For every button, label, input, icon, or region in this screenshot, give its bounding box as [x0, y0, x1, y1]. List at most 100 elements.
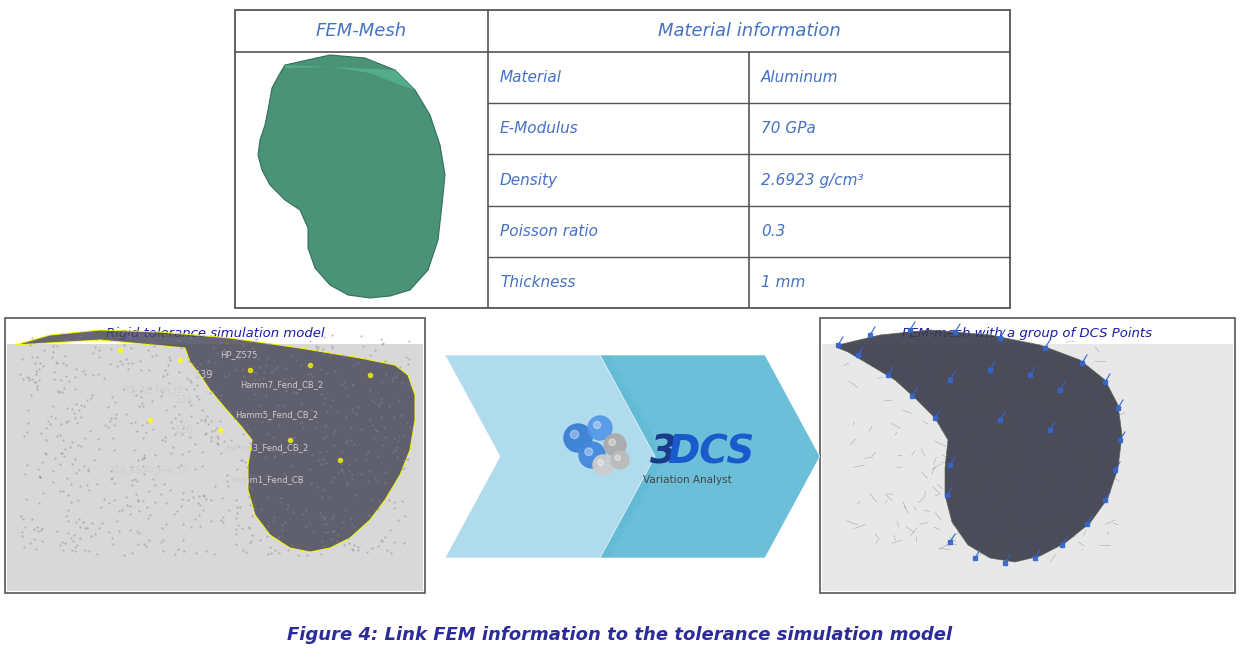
Point — [17, 372, 37, 382]
Point — [128, 494, 148, 505]
Point — [241, 468, 260, 479]
Point — [396, 352, 415, 362]
Point — [283, 435, 303, 446]
Point — [362, 494, 382, 505]
Text: DCS: DCS — [667, 433, 754, 471]
Point — [64, 529, 84, 540]
Point — [165, 413, 185, 423]
Point — [233, 421, 253, 431]
Point — [179, 350, 198, 361]
Point — [102, 472, 122, 483]
Point — [260, 542, 280, 553]
Point — [345, 360, 365, 371]
Point — [172, 428, 192, 439]
Point — [42, 352, 62, 362]
Point — [232, 455, 252, 466]
Point — [66, 546, 86, 556]
Point — [312, 454, 332, 464]
Point — [336, 477, 356, 488]
Point — [322, 533, 342, 544]
Point — [201, 495, 221, 505]
Point — [207, 348, 227, 358]
Point — [153, 523, 172, 533]
Point — [290, 417, 310, 428]
Point — [118, 499, 138, 510]
Point — [113, 505, 133, 515]
Point — [103, 433, 123, 444]
Point — [174, 535, 193, 546]
Point — [94, 493, 114, 504]
Point — [362, 420, 382, 431]
Point — [88, 369, 108, 380]
Point — [311, 548, 331, 559]
Point — [89, 444, 109, 454]
Point — [104, 397, 124, 407]
Point — [114, 550, 134, 560]
Point — [67, 418, 87, 429]
Point — [226, 512, 246, 523]
Point — [243, 343, 263, 354]
Point — [32, 488, 52, 499]
Point — [322, 509, 342, 520]
Polygon shape — [600, 355, 820, 558]
Point — [86, 333, 105, 344]
Point — [78, 466, 98, 476]
Point — [311, 535, 331, 546]
Point — [43, 341, 63, 352]
Point — [377, 545, 397, 556]
Point — [277, 385, 296, 396]
Point — [202, 366, 222, 376]
Point — [172, 494, 192, 505]
Point — [69, 480, 89, 491]
Point — [56, 511, 76, 521]
Point — [84, 528, 104, 539]
Point — [381, 548, 401, 558]
Point — [100, 474, 120, 484]
Text: FEM-Mesh: FEM-Mesh — [316, 22, 407, 40]
Point — [139, 365, 159, 376]
Point — [272, 444, 291, 455]
Point — [151, 536, 171, 547]
Point — [301, 368, 321, 379]
Point — [79, 485, 99, 496]
Point — [185, 514, 205, 525]
Point — [131, 397, 151, 408]
Point — [317, 406, 337, 417]
Point — [200, 388, 219, 399]
Point — [310, 507, 330, 518]
Point — [321, 395, 341, 405]
Point — [231, 454, 250, 465]
Point — [217, 470, 237, 480]
Point — [314, 331, 334, 342]
Point — [36, 449, 56, 460]
Point — [260, 366, 280, 377]
Point — [62, 437, 82, 448]
Point — [241, 535, 260, 546]
Point — [48, 386, 68, 397]
Point — [43, 400, 63, 411]
Point — [331, 464, 351, 475]
Point — [180, 374, 200, 385]
Point — [144, 341, 164, 352]
Point — [253, 372, 273, 383]
Point — [68, 495, 88, 505]
Point — [272, 448, 291, 459]
Point — [236, 456, 255, 467]
Point — [336, 437, 356, 448]
Point — [104, 495, 124, 505]
Point — [254, 366, 274, 377]
Point — [30, 472, 50, 482]
Point — [288, 443, 308, 454]
Point — [57, 489, 77, 500]
Point — [356, 448, 376, 459]
Point — [82, 517, 102, 528]
Point — [63, 535, 83, 546]
Point — [394, 463, 414, 474]
Point — [157, 368, 177, 379]
Point — [120, 462, 140, 472]
Point — [365, 433, 384, 444]
Point — [273, 373, 293, 384]
Point — [331, 464, 351, 474]
Point — [190, 521, 210, 531]
Point — [131, 365, 151, 376]
